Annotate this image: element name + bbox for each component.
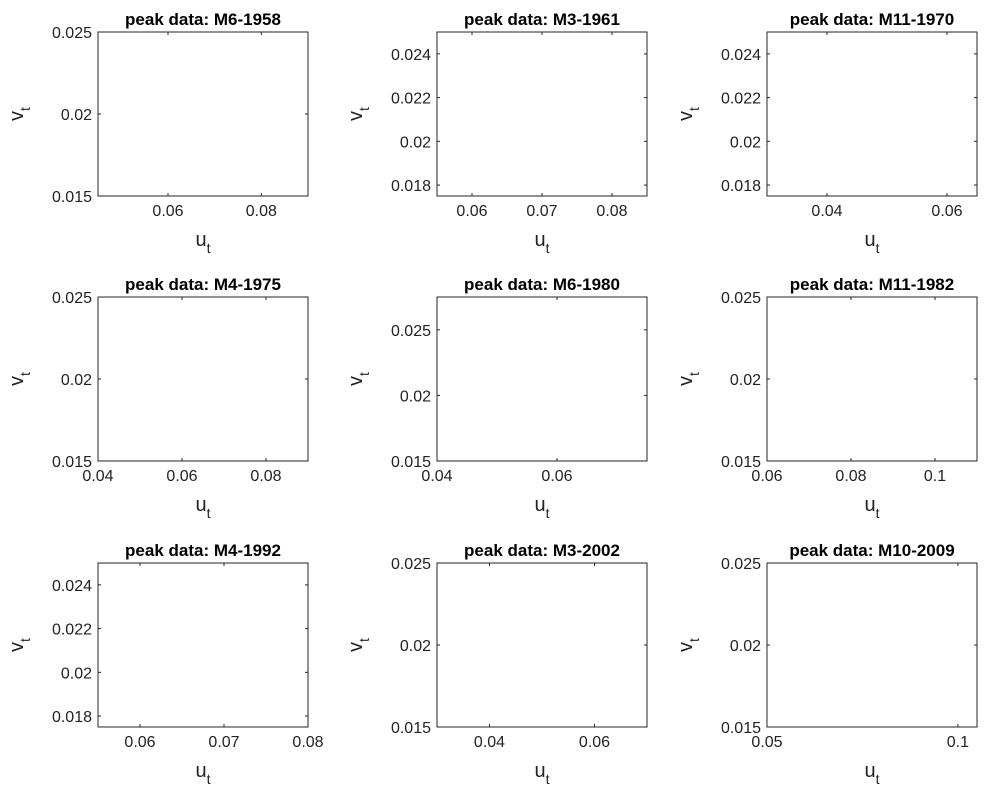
y-tick-label: 0.022 xyxy=(52,622,92,639)
y-tick-label: 0.015 xyxy=(721,454,761,471)
x-axis-label: ut xyxy=(195,494,210,521)
axes-frame xyxy=(436,562,648,728)
axes-frame xyxy=(766,296,978,462)
subplot-title: peak data: M3-1961 xyxy=(464,10,620,29)
subplot-title: peak data: M4-1975 xyxy=(125,275,281,294)
subplot-title: peak data: M10-2009 xyxy=(789,541,954,560)
x-tick-label: 0.06 xyxy=(152,203,183,220)
x-axis-label: ut xyxy=(864,229,879,256)
subplot-4: 0.04 0.06 0.08 0.015 0.02 0.025 peak data: M4-… xyxy=(6,275,309,521)
axes-frame xyxy=(97,562,309,728)
x-axis-label: ut xyxy=(195,229,210,256)
x-tick-label: 0.07 xyxy=(526,203,557,220)
x-axis-label: ut xyxy=(864,760,879,787)
subplot-1: 0.06 0.08 0.015 0.02 0.025 peak data: M6-1958… xyxy=(6,10,309,256)
subplot-9: 0.05 0.1 0.015 0.02 0.025 peak data: M10-2009… xyxy=(675,541,978,787)
y-tick-label: 0.024 xyxy=(721,47,761,64)
y-tick-label: 0.015 xyxy=(391,454,431,471)
x-tick-label: 0.04 xyxy=(82,468,113,485)
x-tick-label: 0.08 xyxy=(596,203,627,220)
y-tick-label: 0.02 xyxy=(61,372,92,389)
x-tick-label: 0.04 xyxy=(811,203,842,220)
y-tick-label: 0.025 xyxy=(52,290,92,307)
x-tick-label: 0.06 xyxy=(124,734,155,751)
y-axis-label: vt xyxy=(6,638,33,652)
subplot-7: 0.06 0.07 0.08 0.018 0.02 0.022 0.024 peak data… xyxy=(6,541,324,787)
subplot-title: peak data: M3-2002 xyxy=(464,541,620,560)
y-tick-label: 0.015 xyxy=(721,720,761,737)
y-axis-label: vt xyxy=(675,372,702,386)
x-tick-label: 0.08 xyxy=(835,468,866,485)
subplot-2: 0.06 0.07 0.08 0.018 0.02 0.022 0.024 peak data… xyxy=(345,10,648,256)
x-axis-label: ut xyxy=(534,760,549,787)
y-tick-label: 0.015 xyxy=(391,720,431,737)
y-tick-label: 0.025 xyxy=(52,25,92,42)
x-tick-label: 0.08 xyxy=(246,203,277,220)
subplot-5: 0.04 0.06 0.015 0.02 0.025 peak data: M6-1980… xyxy=(345,275,648,521)
subplot-title: peak data: M11-1982 xyxy=(790,275,954,294)
x-tick-label: 0.08 xyxy=(250,468,281,485)
subplot-title: peak data: M4-1992 xyxy=(125,541,281,560)
y-tick-label: 0.025 xyxy=(721,556,761,573)
y-tick-label: 0.022 xyxy=(721,91,761,108)
x-tick-label: 0.06 xyxy=(931,203,962,220)
y-axis-label: vt xyxy=(345,107,372,121)
x-tick-label: 0.07 xyxy=(208,734,239,751)
x-tick-label: 0.1 xyxy=(947,734,969,751)
subplot-6: 0.06 0.08 0.1 0.015 0.02 0.025 peak data: M11-… xyxy=(675,275,978,521)
subplot-8: 0.04 0.06 0.015 0.02 0.025 peak data: M3-2002… xyxy=(345,541,648,787)
y-tick-label: 0.022 xyxy=(391,91,431,108)
y-axis-label: vt xyxy=(675,107,702,121)
x-axis-label: ut xyxy=(195,760,210,787)
axes-frame xyxy=(436,31,648,197)
subplot-title: peak data: M6-1980 xyxy=(464,275,620,294)
x-tick-label: 0.06 xyxy=(751,468,782,485)
x-tick-label: 0.06 xyxy=(166,468,197,485)
subplot-3: 0.04 0.06 0.018 0.02 0.022 0.024 peak data: M1… xyxy=(675,10,978,256)
x-axis-label: ut xyxy=(864,494,879,521)
subplot-title: peak data: M6-1958 xyxy=(125,10,281,29)
y-axis-label: vt xyxy=(675,638,702,652)
y-tick-label: 0.02 xyxy=(400,134,431,151)
y-axis-label: vt xyxy=(6,372,33,386)
x-tick-label: 0.04 xyxy=(474,734,505,751)
x-axis-label: ut xyxy=(534,494,549,521)
y-axis-label: vt xyxy=(345,372,372,386)
y-tick-label: 0.025 xyxy=(391,556,431,573)
y-tick-label: 0.018 xyxy=(391,178,431,195)
axes-frame xyxy=(436,296,648,462)
y-tick-label: 0.018 xyxy=(721,178,761,195)
x-tick-label: 0.04 xyxy=(421,468,452,485)
y-tick-label: 0.015 xyxy=(52,454,92,471)
y-tick-label: 0.015 xyxy=(52,189,92,206)
y-axis-label: vt xyxy=(6,107,33,121)
y-tick-label: 0.018 xyxy=(52,709,92,726)
y-tick-label: 0.02 xyxy=(400,638,431,655)
y-tick-label: 0.02 xyxy=(61,107,92,124)
axes-frame xyxy=(97,31,309,197)
axes-frame xyxy=(766,562,978,728)
y-tick-label: 0.02 xyxy=(730,638,761,655)
x-tick-label: 0.08 xyxy=(292,734,323,751)
y-tick-label: 0.02 xyxy=(730,372,761,389)
y-axis-label: vt xyxy=(345,638,372,652)
y-tick-label: 0.02 xyxy=(400,388,431,405)
x-tick-label: 0.06 xyxy=(541,468,572,485)
y-tick-label: 0.024 xyxy=(52,578,92,595)
y-tick-label: 0.025 xyxy=(391,323,431,340)
y-tick-label: 0.02 xyxy=(730,134,761,151)
axes-frame xyxy=(766,31,978,197)
x-tick-label: 0.05 xyxy=(751,734,782,751)
y-tick-label: 0.02 xyxy=(61,665,92,682)
x-tick-label: 0.06 xyxy=(456,203,487,220)
x-tick-label: 0.06 xyxy=(579,734,610,751)
subplot-title: peak data: M11-1970 xyxy=(790,10,954,29)
axes-frame xyxy=(97,296,309,462)
y-tick-label: 0.025 xyxy=(721,290,761,307)
y-tick-label: 0.024 xyxy=(391,47,431,64)
x-axis-label: ut xyxy=(534,229,549,256)
x-tick-label: 0.1 xyxy=(924,468,946,485)
